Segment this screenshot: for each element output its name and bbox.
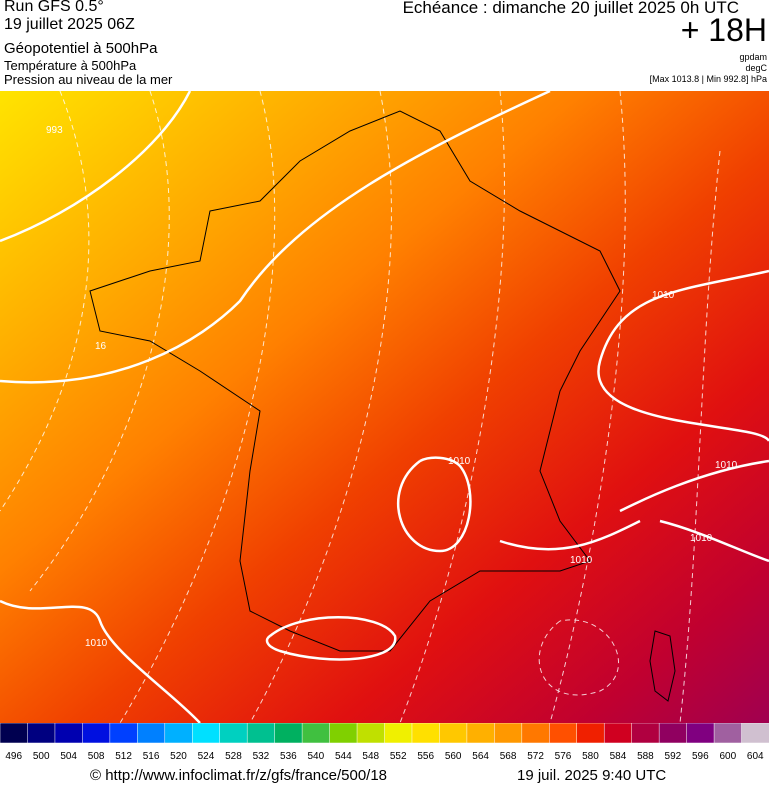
scale-label: 556: [417, 751, 434, 762]
scale-swatch: [0, 723, 29, 744]
temperature-field: [0, 91, 769, 723]
source: © http://www.infoclimat.fr/z/gfs/france/…: [90, 767, 388, 784]
scale-label: 536: [280, 751, 297, 762]
scale-swatch: [329, 723, 358, 744]
scale-swatch: [27, 723, 56, 744]
scale-label: 584: [610, 751, 627, 762]
field: Géopotentiel à 500hPa: [4, 40, 158, 57]
scale-label: 512: [115, 751, 132, 762]
scale-swatch: [631, 723, 660, 744]
scale-label: 508: [88, 751, 105, 762]
scale-label: 548: [362, 751, 379, 762]
map-label: 16: [95, 341, 107, 352]
map-label: 993: [46, 125, 63, 136]
field-pressure: Pression au niveau de la mer: [4, 72, 173, 87]
scale-label: 592: [665, 751, 682, 762]
scale-swatch: [164, 723, 194, 744]
scale-label: 524: [198, 751, 215, 762]
step: + 18H: [680, 12, 767, 48]
map: 993 1010 1010 1010 1010 1010 1010 16: [0, 91, 769, 723]
scale-swatch: [411, 723, 441, 744]
scale-swatch: [686, 723, 715, 744]
scale-label: 520: [170, 751, 187, 762]
run-date: 19 juillet 2025 06Z: [4, 16, 135, 33]
scale-label: 560: [445, 751, 462, 762]
map-label: 1010: [570, 555, 593, 566]
scale-swatch: [356, 723, 386, 744]
scale-swatch: [549, 723, 578, 744]
scale-label: 516: [143, 751, 160, 762]
scale-swatch: [658, 723, 688, 744]
valid-time: Echéance : dimanche 20 juillet 2025 0h U…: [402, 0, 739, 17]
scale-label: 580: [582, 751, 599, 762]
scale-swatch: [219, 723, 248, 744]
scale-swatch: [246, 723, 276, 744]
scale-swatch: [301, 723, 331, 744]
scale-label: 564: [472, 751, 489, 762]
scale-swatch: [109, 723, 139, 744]
coastline: [89, 110, 676, 702]
scale-label: 500: [33, 751, 50, 762]
scale-swatch: [494, 723, 523, 744]
scale-swatch: [521, 723, 551, 744]
map-label: 1010: [448, 456, 471, 467]
scale-swatch: [576, 723, 605, 744]
pressure-range: [Max 1013.8 | Min 992.8] hPa: [649, 74, 767, 84]
scale-swatch: [439, 723, 468, 744]
unit: gpdam: [739, 52, 767, 62]
scale-swatch: [82, 723, 111, 744]
scale-label: 604: [747, 751, 764, 762]
scale-label: 532: [253, 751, 270, 762]
color-scale: 496 500 504 508 512 516 520 524 528 532 536 540 544 5…: [0, 723, 769, 762]
map-label: 1010: [715, 460, 738, 471]
scale-swatch: [713, 723, 743, 744]
scale-label: 528: [225, 751, 242, 762]
scale-label: 572: [527, 751, 544, 762]
field-temp: Température à 500hPa: [4, 58, 137, 73]
scale-swatch: [466, 723, 496, 744]
issue-time: 19 juil. 2025 9:40 UTC: [517, 767, 667, 784]
scale-label: 496: [5, 751, 22, 762]
scale-label: 504: [60, 751, 77, 762]
scale-label: 576: [555, 751, 572, 762]
scale-swatch: [54, 723, 84, 744]
scale-label: 596: [692, 751, 709, 762]
scale-swatch: [274, 723, 303, 744]
map-label: 1010: [690, 533, 713, 544]
scale-label: 540: [307, 751, 324, 762]
scale-label: 588: [637, 751, 654, 762]
scale-label: 552: [390, 751, 407, 762]
unit: degC: [745, 63, 767, 73]
isotherms: [0, 91, 721, 723]
scale-label: 568: [500, 751, 517, 762]
scale-swatch: [192, 723, 221, 744]
run: Run GFS 0.5°: [4, 0, 104, 15]
scale-label: 600: [719, 751, 736, 762]
map-label: 1010: [85, 638, 108, 649]
map-label: 1010: [652, 290, 675, 301]
scale-swatch: [603, 723, 633, 744]
isobars: [0, 91, 769, 723]
scale-label: 544: [335, 751, 352, 762]
scale-swatch: [741, 723, 769, 744]
scale-swatch: [384, 723, 413, 744]
scale-swatch: [137, 723, 166, 744]
